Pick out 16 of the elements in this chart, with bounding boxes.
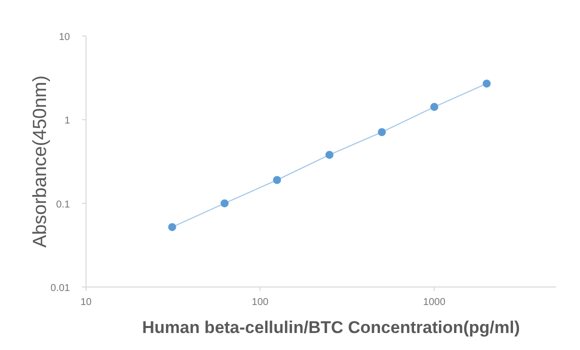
x-tick-label: 10	[80, 297, 92, 308]
y-axis-title: Absorbance(450nm)	[30, 75, 51, 248]
point	[482, 80, 491, 88]
point	[325, 150, 334, 159]
x-tick-label: 100	[252, 297, 269, 308]
point	[378, 128, 386, 136]
point	[430, 102, 438, 111]
point	[168, 223, 176, 232]
y-tick-label: 0.1	[56, 199, 70, 210]
point	[273, 176, 282, 184]
x-tick-label: 1000	[423, 297, 446, 308]
y-tick-label: 1	[64, 116, 70, 127]
x-axis-title: Human beta-cellulin/BTC Concentration(pg/ml)	[142, 318, 520, 337]
point	[220, 199, 229, 208]
y-tick-label: 10	[58, 32, 70, 43]
y-tick-label: 0.01	[50, 283, 70, 294]
